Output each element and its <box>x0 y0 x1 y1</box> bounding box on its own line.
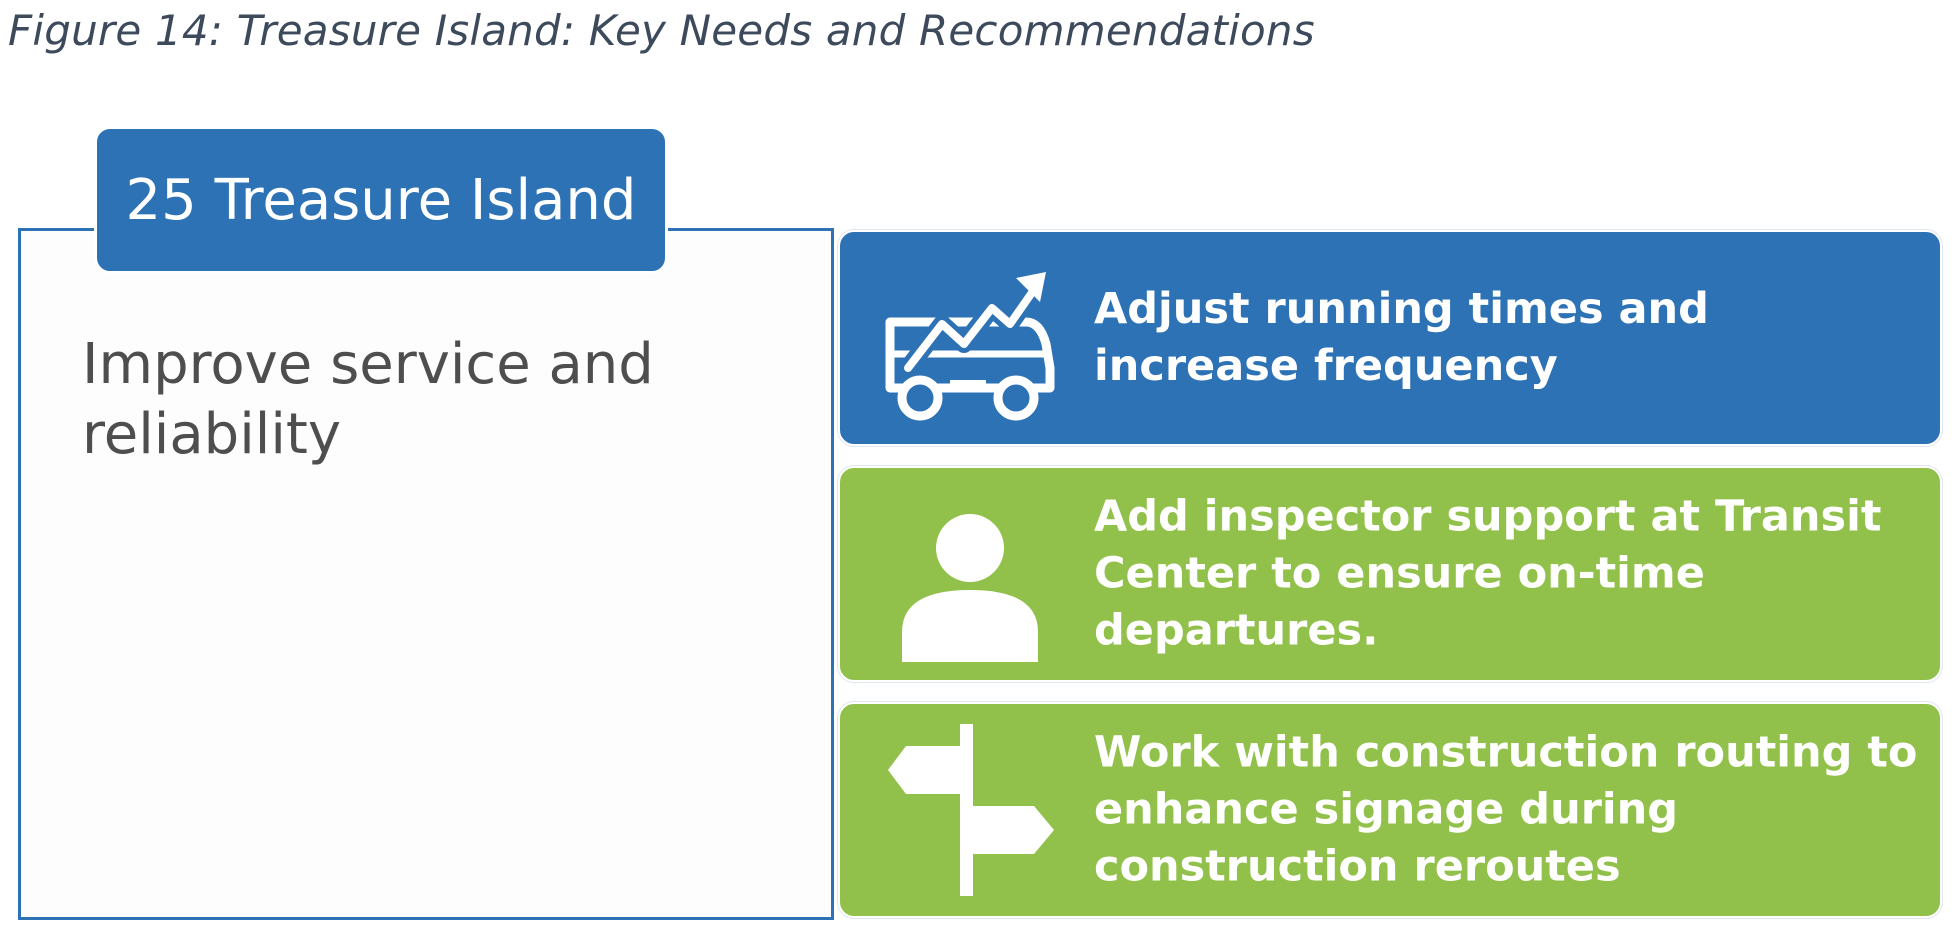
signpost-icon <box>880 724 1060 898</box>
figure-caption: Figure 14: Treasure Island: Key Needs an… <box>8 6 1315 55</box>
recommendation-text: Add inspector support at Transit Center … <box>1094 491 1882 656</box>
key-need-text: Improve service and reliability <box>82 332 654 467</box>
bus-trend-arrow-icon <box>880 256 1060 426</box>
recommendation-text: Work with construction routing to enhanc… <box>1094 727 1918 892</box>
recommendation-card-construction-signage: Work with construction routing to enhanc… <box>838 702 1942 918</box>
route-need-panel <box>18 228 834 920</box>
recommendation-card-inspector-support: Add inspector support at Transit Center … <box>838 466 1942 682</box>
route-name-tab: 25 Treasure Island <box>94 126 668 274</box>
recommendation-text: Adjust running times and increase freque… <box>1094 284 1709 391</box>
recommendation-card-running-times: Adjust running times and increase freque… <box>838 230 1942 446</box>
person-icon <box>880 492 1060 662</box>
